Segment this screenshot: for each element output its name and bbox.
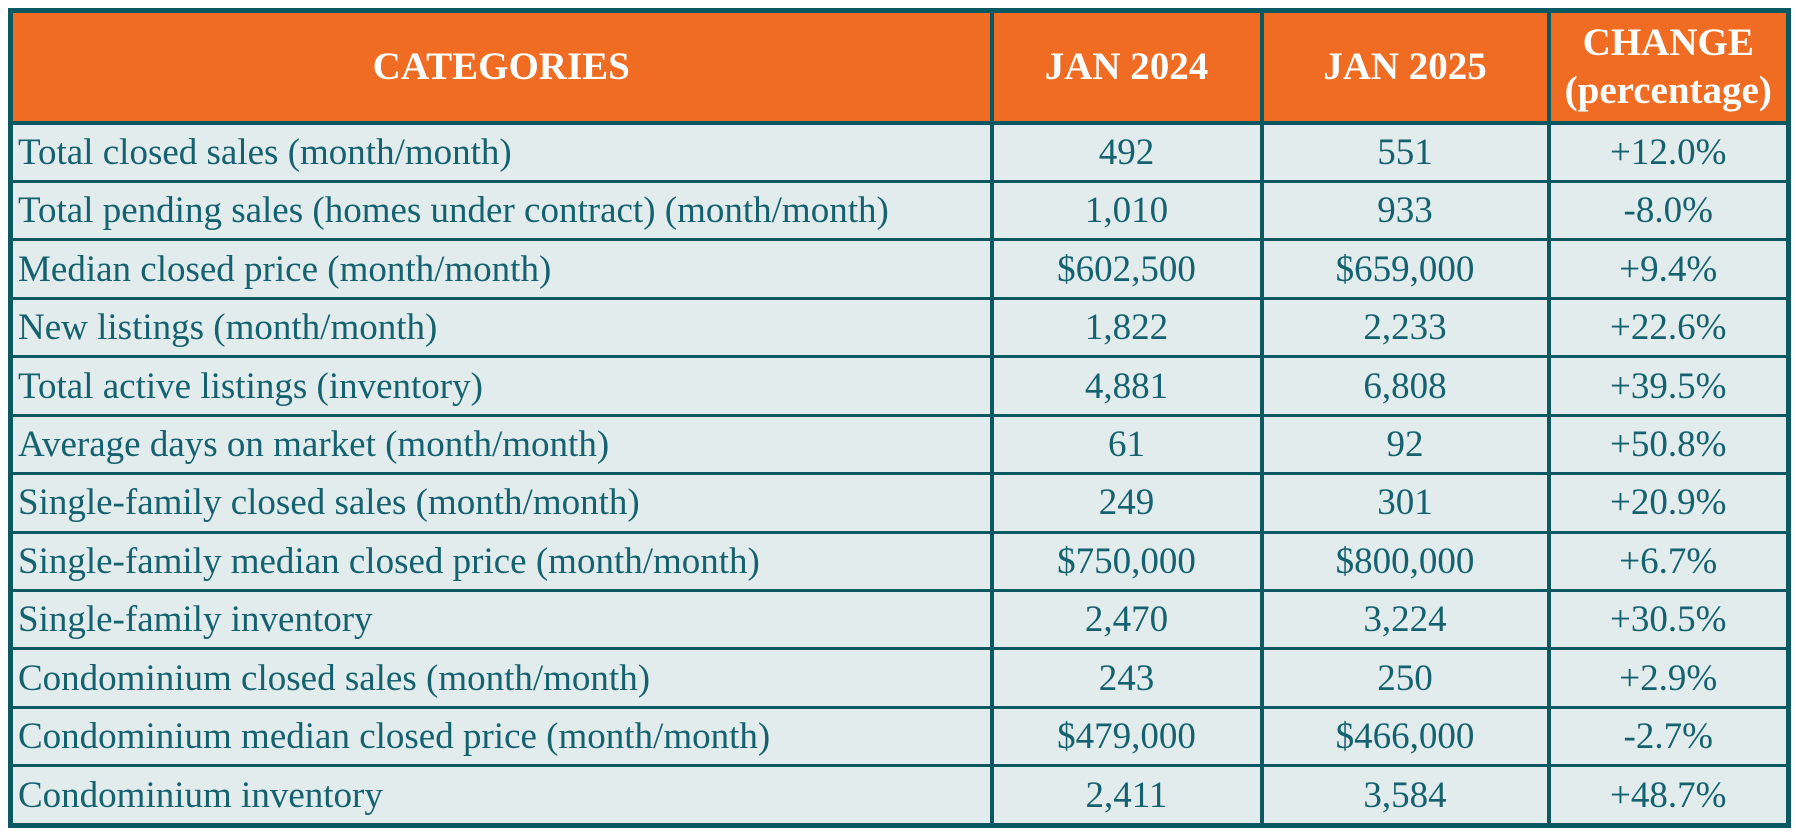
jan-2025-value: 301: [1259, 472, 1551, 534]
table-row: Total closed sales (month/month) 492 551…: [8, 120, 1791, 184]
jan-2024-value: $750,000: [989, 530, 1264, 593]
jan-2025-value: 250: [1259, 647, 1551, 709]
category-cell: Average days on market (month/month): [8, 413, 994, 476]
header-row: CATEGORIES JAN 2024 JAN 2025 CHANGE (per…: [8, 10, 1791, 125]
category-cell: Total active listings (inventory): [8, 355, 994, 417]
category-cell: Median closed price (month/month): [8, 238, 994, 300]
category-cell: Condominium inventory: [8, 764, 994, 827]
jan-2024-value: 243: [989, 647, 1264, 709]
category-cell: New listings (month/month): [8, 296, 994, 359]
category-cell: Single-family inventory: [8, 588, 994, 651]
jan-2025-value: 92: [1259, 413, 1551, 476]
table-row: Single-family closed sales (month/month)…: [8, 472, 1791, 534]
change-value: +39.5%: [1546, 355, 1791, 417]
category-cell: Single-family median closed price (month…: [8, 530, 994, 593]
table-row: Single-family inventory 2,470 3,224 +30.…: [8, 588, 1791, 651]
jan-2025-value: $466,000: [1259, 705, 1551, 768]
jan-2025-value: 3,224: [1259, 588, 1551, 651]
table-header: CATEGORIES JAN 2024 JAN 2025 CHANGE (per…: [8, 10, 1791, 125]
jan-2025-value: $659,000: [1259, 238, 1551, 300]
jan-2025-value: $800,000: [1259, 530, 1551, 593]
category-cell: Total pending sales (homes under contrac…: [8, 180, 994, 242]
table-row: Single-family median closed price (month…: [8, 530, 1791, 593]
jan-2025-value: 3,584: [1259, 764, 1551, 827]
jan-2024-value: 249: [989, 472, 1264, 534]
change-value: +12.0%: [1546, 120, 1791, 184]
table-row: Condominium median closed price (month/m…: [8, 705, 1791, 768]
jan-2024-value: 1,010: [989, 180, 1264, 242]
jan-2024-value: 492: [989, 120, 1264, 184]
jan-2024-value: 1,822: [989, 296, 1264, 359]
change-value: +48.7%: [1546, 764, 1791, 827]
jan-2024-value: 2,470: [989, 588, 1264, 651]
change-value: +22.6%: [1546, 296, 1791, 359]
category-cell: Condominium median closed price (month/m…: [8, 705, 994, 768]
jan-2025-value: 2,233: [1259, 296, 1551, 359]
change-value: -2.7%: [1546, 705, 1791, 768]
column-header-categories: CATEGORIES: [8, 10, 994, 125]
column-header-jan-2025: JAN 2025: [1259, 10, 1551, 125]
category-cell: Condominium closed sales (month/month): [8, 647, 994, 709]
jan-2025-value: 6,808: [1259, 355, 1551, 417]
change-value: +9.4%: [1546, 238, 1791, 300]
jan-2025-value: 551: [1259, 120, 1551, 184]
jan-2024-value: $479,000: [989, 705, 1264, 768]
table-row: Total pending sales (homes under contrac…: [8, 180, 1791, 242]
change-value: +30.5%: [1546, 588, 1791, 651]
table-row: Median closed price (month/month) $602,5…: [8, 238, 1791, 300]
jan-2024-value: 2,411: [989, 764, 1264, 827]
table-row: New listings (month/month) 1,822 2,233 +…: [8, 296, 1791, 359]
market-stats-table: CATEGORIES JAN 2024 JAN 2025 CHANGE (per…: [8, 8, 1791, 828]
change-value: +6.7%: [1546, 530, 1791, 593]
column-header-jan-2024: JAN 2024: [989, 10, 1264, 125]
change-value: -8.0%: [1546, 180, 1791, 242]
change-value: +20.9%: [1546, 472, 1791, 534]
column-header-change-sublabel: (percentage): [1564, 68, 1772, 112]
category-cell: Total closed sales (month/month): [8, 120, 994, 184]
table-body: Total closed sales (month/month) 492 551…: [8, 120, 1791, 827]
change-value: +2.9%: [1546, 647, 1791, 709]
category-cell: Single-family closed sales (month/month): [8, 472, 994, 534]
column-header-change: CHANGE (percentage): [1546, 10, 1791, 125]
table-row: Total active listings (inventory) 4,881 …: [8, 355, 1791, 417]
jan-2024-value: 4,881: [989, 355, 1264, 417]
jan-2024-value: 61: [989, 413, 1264, 476]
table-row: Condominium inventory 2,411 3,584 +48.7%: [8, 764, 1791, 827]
change-value: +50.8%: [1546, 413, 1791, 476]
jan-2024-value: $602,500: [989, 238, 1264, 300]
jan-2025-value: 933: [1259, 180, 1551, 242]
table-row: Average days on market (month/month) 61 …: [8, 413, 1791, 476]
market-stats-table-container: CATEGORIES JAN 2024 JAN 2025 CHANGE (per…: [8, 8, 1791, 828]
column-header-change-label: CHANGE: [1582, 21, 1754, 65]
table-row: Condominium closed sales (month/month) 2…: [8, 647, 1791, 709]
